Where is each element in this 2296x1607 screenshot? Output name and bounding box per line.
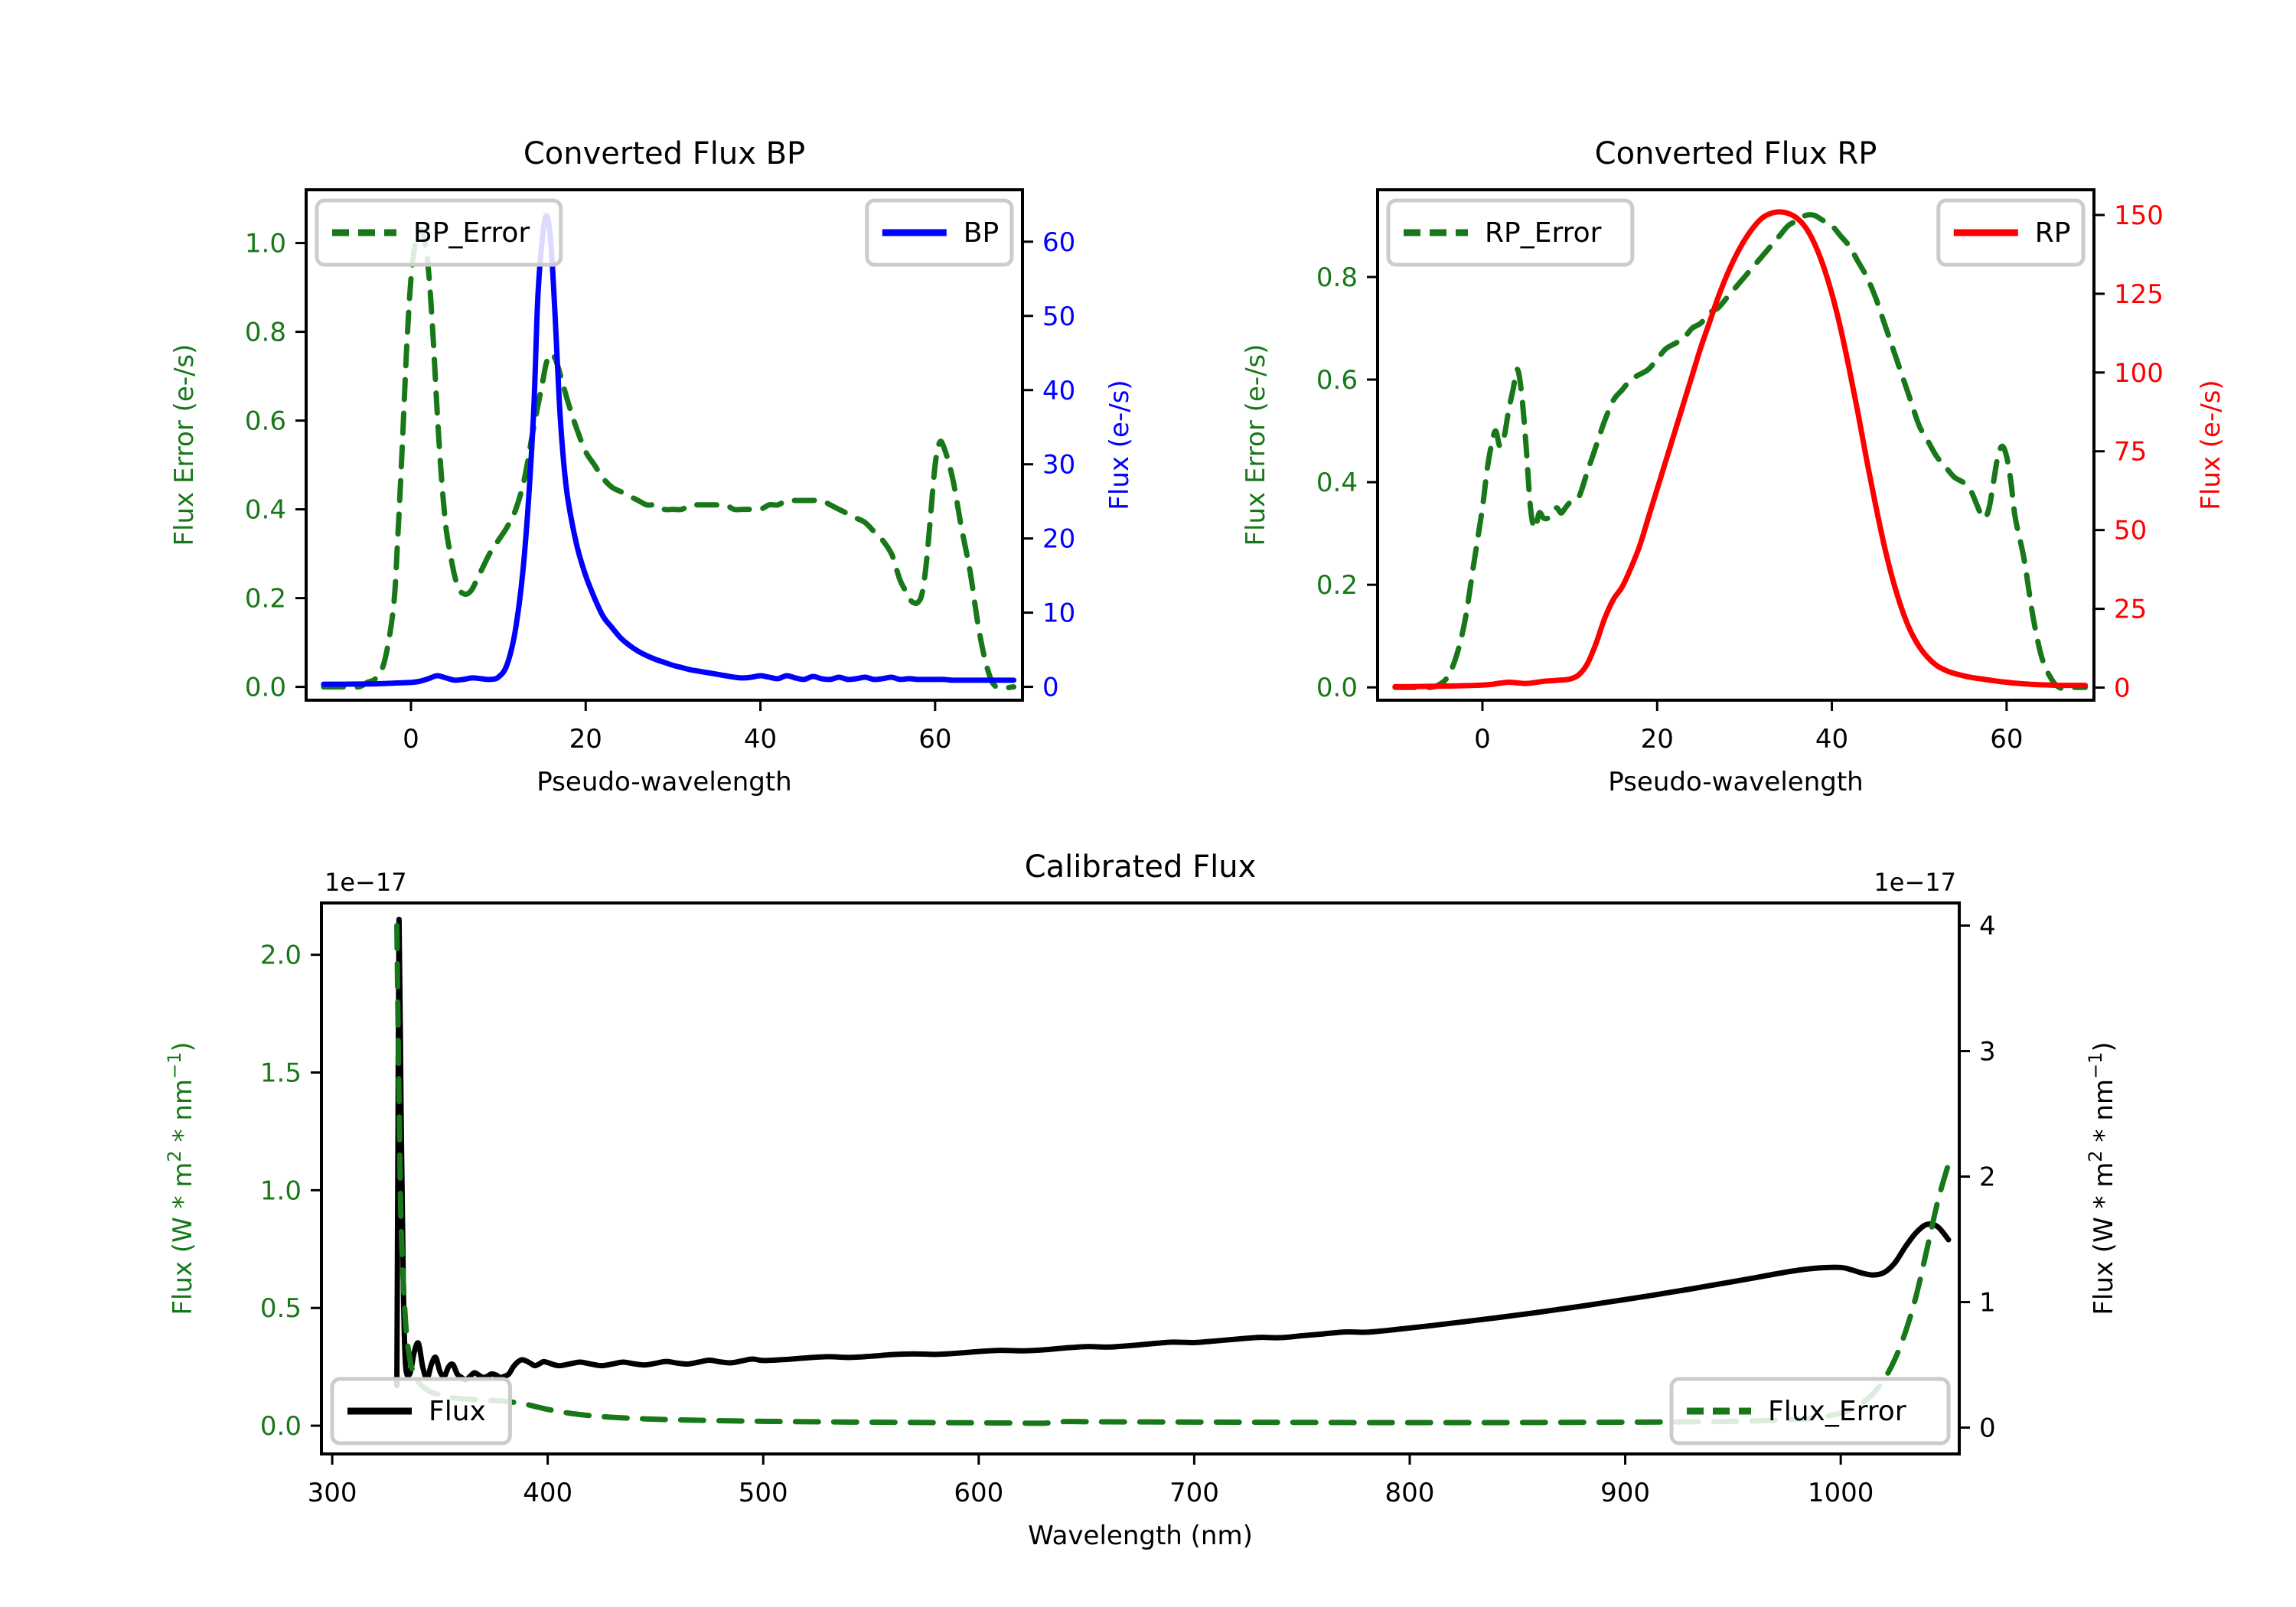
y-tick-label-left: 0.4 [1316, 468, 1358, 498]
legend-label: RP_Error [1485, 217, 1602, 249]
chart-converted-flux-rp: Converted Flux RP 0 20 40 60 Pseudo-wavelengt… [1241, 136, 2226, 797]
plot-area [1392, 209, 2089, 691]
plot-area [321, 213, 1017, 691]
y-tick-label-left: 0.0 [260, 1411, 302, 1442]
y-tick-label-right: 60 [1042, 227, 1075, 258]
x-tick-label: 400 [523, 1478, 572, 1508]
chart-title: Converted Flux BP [523, 136, 805, 171]
y-axis-offset-right: 1e−17 [1874, 868, 1956, 897]
y-tick-label-left: 0.6 [245, 406, 286, 437]
y-tick-label-right: 50 [2114, 516, 2147, 546]
plot-area [394, 917, 1952, 1426]
panel-converted-flux-rp: Converted Flux RP 0 20 40 60 Pseudo-wavelengt… [1148, 0, 2296, 811]
y-axis-label-right: Flux (e-/s) [2196, 380, 2226, 510]
series-line-flux_error [394, 923, 1952, 1426]
x-tick-label: 40 [1815, 724, 1848, 755]
x-tick-label: 40 [744, 724, 777, 755]
y-tick-label-left: 0.2 [245, 584, 286, 614]
y-tick-label-left: 2.0 [260, 940, 302, 971]
x-tick-label: 60 [918, 724, 951, 755]
y-tick-label-right: 100 [2114, 358, 2164, 389]
y-tick-label-right: 0 [1979, 1413, 1996, 1444]
y-tick-label-left: 0.2 [1316, 570, 1358, 601]
chart-title: Converted Flux RP [1595, 136, 1877, 171]
plot-frame [1376, 188, 2095, 702]
legend-label: BP_Error [413, 217, 530, 249]
y-tick-label-left: 0.0 [245, 673, 286, 703]
y-tick-label-right: 1 [1979, 1288, 1996, 1319]
y-tick-label-right: 2 [1979, 1162, 1996, 1193]
plot-frame [320, 901, 1961, 1455]
y-tick-label-right: 150 [2114, 200, 2164, 231]
x-tick-label: 60 [1990, 724, 2023, 755]
y-tick-label-right: 0 [2114, 673, 2131, 704]
y-tick-label-left: 1.5 [260, 1058, 302, 1089]
x-tick-label: 800 [1385, 1478, 1435, 1508]
x-tick-label: 300 [308, 1478, 357, 1508]
x-tick-label: 0 [1474, 724, 1491, 755]
y-tick-label-right: 40 [1042, 376, 1075, 406]
series-line-flux [394, 917, 1952, 1389]
y-tick-label-left: 0.0 [1316, 673, 1358, 703]
panel-calibrated-flux: Calibrated Flux 300 400 500 600 700 800 900 1000… [0, 811, 2296, 1607]
series-line-rp_error [1392, 212, 2089, 691]
x-tick-label: 900 [1600, 1478, 1650, 1508]
y-tick-label-left: 0.8 [245, 318, 286, 348]
legend-bp_error[interactable]: BP_Error [315, 198, 563, 267]
panel-converted-flux-bp: Converted Flux BP 0 20 40 60 Pseudo-wavelengt… [0, 0, 1148, 811]
series-line-bp_error [321, 227, 1017, 691]
y-tick-label-left: 0.6 [1316, 365, 1358, 396]
y-tick-label-left: 1.0 [245, 229, 286, 259]
y-tick-label-left: 0.5 [260, 1293, 302, 1324]
x-tick-label: 20 [569, 724, 602, 755]
legend-flux_error[interactable]: Flux_Error [1669, 1377, 1951, 1446]
y-axis-label-left: Flux (W * m2 * nm−1) [164, 1041, 198, 1315]
y-tick-label-right: 125 [2114, 279, 2164, 310]
plot-frame [305, 188, 1024, 702]
y-axis-label-left: Flux Error (e-/s) [169, 344, 200, 546]
legend-label: Flux [429, 1396, 486, 1427]
chart-calibrated-flux: Calibrated Flux 300 400 500 600 700 800 900 1000… [164, 849, 2119, 1551]
x-tick-label: 1000 [1808, 1478, 1874, 1508]
series-line-rp [1392, 209, 2089, 689]
y-tick-label-left: 0.4 [245, 495, 286, 526]
y-axis-label-right: Flux (e-/s) [1104, 380, 1135, 510]
legend-rp_error[interactable]: RP_Error [1386, 198, 1635, 267]
y-tick-label-right: 0 [1042, 673, 1059, 703]
y-tick-label-right: 75 [2114, 437, 2147, 468]
y-axis-label-left: Flux Error (e-/s) [1241, 344, 1271, 546]
y-tick-label-right: 20 [1042, 524, 1075, 555]
y-tick-label-right: 25 [2114, 595, 2147, 625]
legend-bp[interactable]: BP [865, 198, 1014, 267]
x-tick-label: 600 [954, 1478, 1003, 1508]
legend-flux[interactable]: Flux [330, 1377, 512, 1446]
chart-converted-flux-bp: Converted Flux BP 0 20 40 60 Pseudo-wavelengt… [169, 136, 1135, 797]
y-tick-label-left: 1.0 [260, 1175, 302, 1206]
y-axis-offset-left: 1e−17 [325, 868, 407, 897]
y-tick-label-right: 50 [1042, 302, 1075, 332]
chart-title: Calibrated Flux [1025, 849, 1257, 885]
y-tick-label-right: 3 [1979, 1037, 1996, 1068]
legend-label: RP [2035, 217, 2071, 249]
y-tick-label-right: 10 [1042, 598, 1075, 629]
x-tick-label: 0 [403, 724, 419, 755]
series-line-bp [321, 213, 1017, 687]
legend-rp[interactable]: RP [1936, 198, 2086, 267]
legend-label: BP [964, 217, 999, 249]
x-axis-label: Wavelength (nm) [1028, 1521, 1253, 1551]
y-tick-label-right: 30 [1042, 450, 1075, 481]
x-axis-label: Pseudo-wavelength [1608, 767, 1863, 797]
x-tick-label: 500 [739, 1478, 788, 1508]
y-axis-label-right: Flux (W * m2 * nm−1) [2085, 1041, 2119, 1315]
x-tick-label: 700 [1169, 1478, 1219, 1508]
y-tick-label-right: 4 [1979, 911, 1996, 942]
x-axis-label: Pseudo-wavelength [536, 767, 791, 797]
legend-label: Flux_Error [1768, 1396, 1906, 1427]
x-tick-label: 20 [1641, 724, 1674, 755]
y-tick-label-left: 0.8 [1316, 262, 1358, 293]
